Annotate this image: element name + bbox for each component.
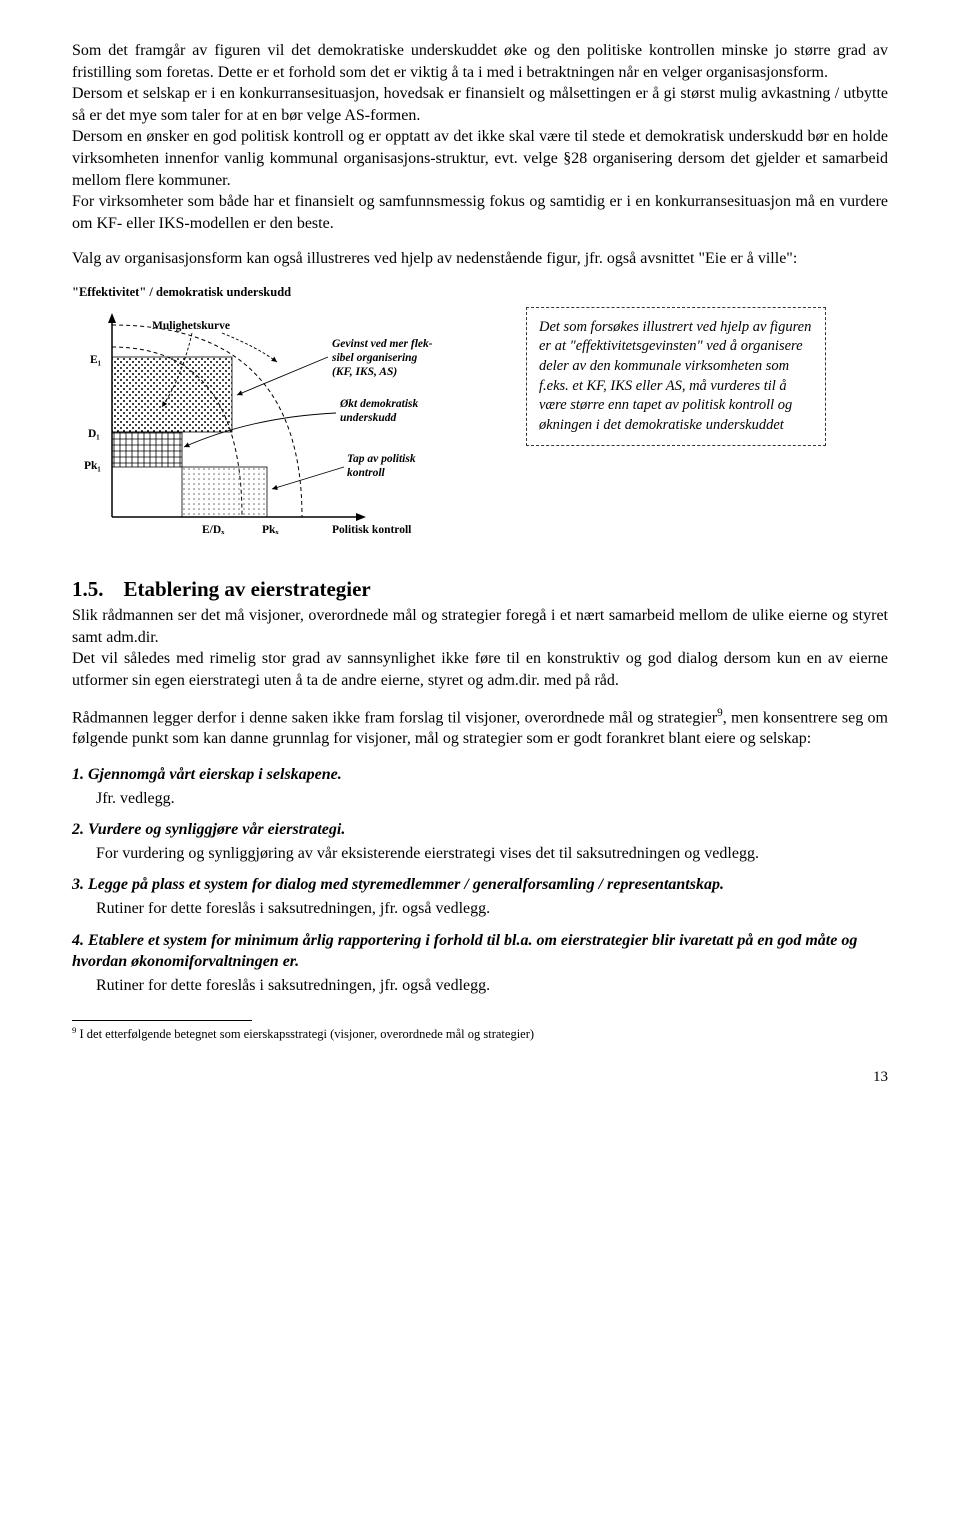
- list-item: 1. Gjennomgå vårt eierskap i selskapene.…: [72, 764, 888, 809]
- region-underskudd: [112, 432, 182, 467]
- x-label-ed: E/Dₓ: [202, 524, 225, 536]
- ann-gevinst-b: sibel organisering: [331, 352, 418, 364]
- y-label-e1: E₁: [90, 354, 101, 366]
- figure-caption: "Effektivitet" / demokratisk underskudd: [72, 284, 888, 301]
- footnote-9: 9 I det etterfølgende betegnet som eiers…: [72, 1025, 888, 1043]
- item-num: 1.: [72, 766, 84, 783]
- footnote-text: I det etterfølgende betegnet som eierska…: [76, 1028, 534, 1042]
- heading-text: Etablering av eierstrategier: [124, 575, 371, 603]
- figure-chart: E₁ D₁ Pk₁ E/Dₓ Pkₓ Politisk kontroll Mul…: [72, 307, 502, 557]
- paragraph-2: Dersom et selskap er i en konkurransesit…: [72, 85, 888, 124]
- intro-figure-b: "Eie er å ville":: [698, 250, 797, 267]
- item-head: Etablere et system for minimum årlig rap…: [72, 932, 857, 971]
- ann-gevinst-c: (KF, IKS, AS): [332, 366, 397, 378]
- item-head: Gjennomgå vårt eierskap i selskapene.: [88, 766, 342, 783]
- ann-gevinst-a: Gevinst ved mer flek-: [332, 338, 433, 350]
- paragraph-8a: Rådmannen legger derfor i denne saken ik…: [72, 709, 717, 726]
- item-head: Legge på plass et system for dialog med …: [88, 876, 724, 893]
- numbered-list: 1. Gjennomgå vårt eierskap i selskapene.…: [72, 764, 888, 996]
- heading-num: 1.5.: [72, 575, 104, 603]
- paragraph-8: Rådmannen legger derfor i denne saken ik…: [72, 706, 888, 751]
- paragraph-4: For virksomheter som både har et finansi…: [72, 193, 888, 232]
- item-num: 2.: [72, 821, 84, 838]
- item-body: Rutiner for dette foreslås i saksutredni…: [96, 898, 888, 920]
- ann-tap-arrow: [272, 467, 344, 489]
- intro-figure: Valg av organisasjonsform kan også illus…: [72, 248, 888, 270]
- footnote-separator: [72, 1020, 252, 1021]
- ann-gevinst-arrow: [237, 357, 328, 395]
- ann-tap-a: Tap av politisk: [347, 453, 416, 465]
- item-body: For vurdering og synliggjøring av vår ek…: [96, 843, 888, 865]
- heading-1-5: 1.5. Etablering av eierstrategier: [72, 575, 888, 605]
- figure-callout: Det som forsøkes illustrert ved hjelp av…: [526, 307, 826, 446]
- figure-area: E₁ D₁ Pk₁ E/Dₓ Pkₓ Politisk kontroll Mul…: [72, 307, 888, 557]
- paragraph-1: Som det framgår av figuren vil det demok…: [72, 40, 888, 234]
- list-item: 3. Legge på plass et system for dialog m…: [72, 874, 888, 919]
- page-number: 13: [72, 1067, 888, 1087]
- ann-underskudd-b: underskudd: [340, 412, 396, 424]
- ann-tap-b: kontroll: [347, 467, 386, 479]
- y-label-d1: D₁: [88, 428, 100, 440]
- paragraph-1a: Som det framgår av figuren vil det demok…: [72, 42, 888, 81]
- item-num: 4.: [72, 932, 84, 949]
- y-label-pk1: Pk₁: [84, 460, 101, 472]
- item-body: Rutiner for dette foreslås i saksutredni…: [96, 975, 888, 997]
- list-item: 2. Vurdere og synliggjøre vår eierstrate…: [72, 819, 888, 864]
- ann-underskudd-a: Økt demokratisk: [339, 398, 419, 410]
- region-gevinst: [112, 357, 232, 432]
- paragraph-6: Slik rådmannen ser det må visjoner, over…: [72, 607, 888, 646]
- paragraph-7: Det vil således med rimelig stor grad av…: [72, 650, 888, 689]
- x-label-pk: Pkₓ: [262, 524, 279, 536]
- y-arrowhead-icon: [108, 313, 116, 323]
- x-arrowhead-icon: [356, 513, 366, 521]
- x-axis-label: Politisk kontroll: [332, 524, 411, 536]
- chart-svg: E₁ D₁ Pk₁ E/Dₓ Pkₓ Politisk kontroll Mul…: [72, 307, 502, 557]
- item-body: Jfr. vedlegg.: [96, 788, 888, 810]
- item-num: 3.: [72, 876, 84, 893]
- paragraph-3: Dersom en ønsker en god politisk kontrol…: [72, 128, 888, 188]
- curve-label: Mulighetskurve: [152, 320, 230, 332]
- item-head: Vurdere og synliggjøre vår eierstrategi.: [88, 821, 345, 838]
- paragraph-6-7: Slik rådmannen ser det må visjoner, over…: [72, 605, 888, 691]
- list-item: 4. Etablere et system for minimum årlig …: [72, 930, 888, 997]
- region-tap: [182, 467, 267, 517]
- intro-figure-a: Valg av organisasjonsform kan også illus…: [72, 250, 698, 267]
